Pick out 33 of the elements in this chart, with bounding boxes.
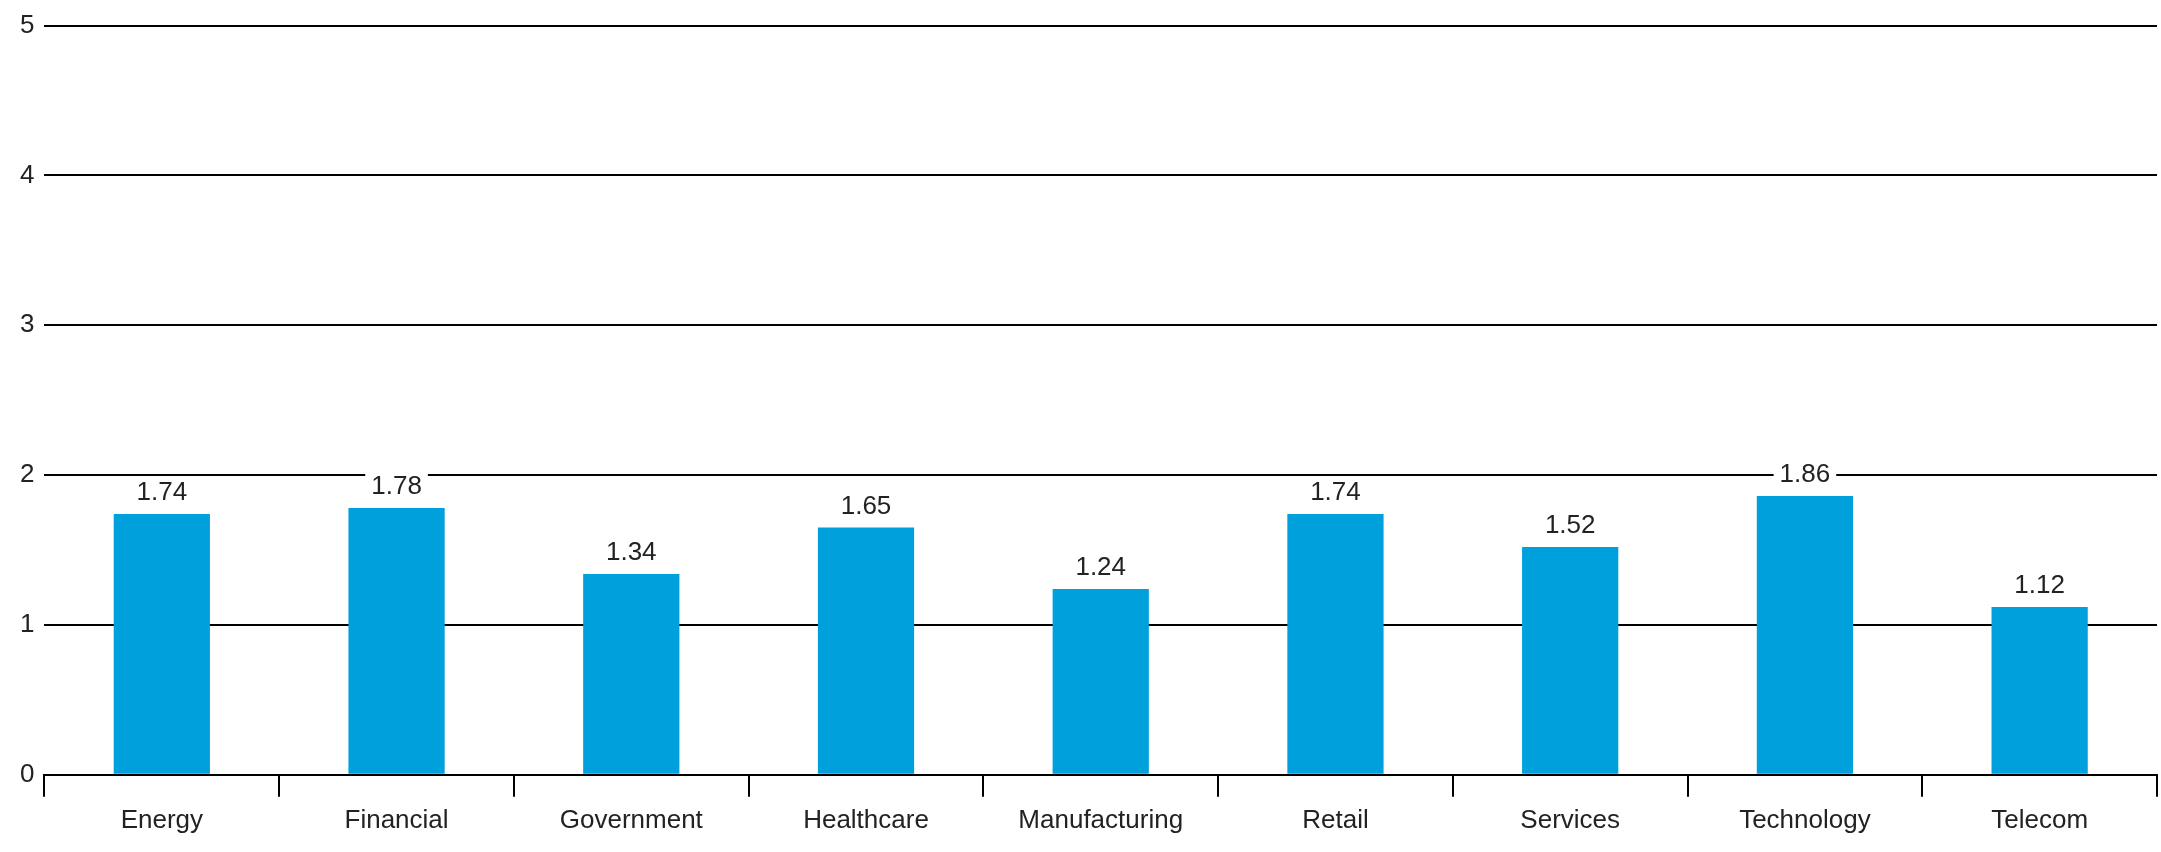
data-label: 1.74	[1310, 476, 1361, 507]
data-label: 1.52	[1544, 509, 1596, 540]
x-tick-label: Energy	[120, 803, 204, 834]
bar	[583, 574, 680, 774]
y-tick-label: 5	[19, 8, 35, 39]
data-label: 1.24	[1075, 551, 1127, 582]
data-label: 1.74	[136, 476, 188, 507]
bar	[1052, 589, 1149, 774]
y-tick-label: 3	[19, 308, 35, 339]
bar	[1287, 514, 1384, 774]
data-label: 1.78	[371, 470, 422, 501]
bar	[348, 508, 445, 774]
x-tick-label: Financial	[344, 803, 449, 834]
data-label: 1.65	[840, 489, 892, 520]
x-tick-label: Technology	[1739, 803, 1871, 834]
data-label: 1.34	[605, 536, 657, 567]
y-tick-label: 0	[19, 757, 35, 788]
x-tick-label: Retail	[1302, 803, 1369, 834]
data-label: 1.86	[1779, 458, 1831, 489]
bar	[1522, 547, 1619, 774]
bar	[1756, 496, 1854, 774]
y-tick-label: 4	[19, 158, 35, 189]
bar	[1991, 606, 2088, 774]
bar	[817, 527, 915, 774]
x-tick-label: Services	[1520, 803, 1621, 834]
x-tick-label: Manufacturing	[1018, 803, 1184, 834]
y-tick-label: 1	[19, 608, 35, 639]
y-tick-label: 2	[19, 458, 35, 489]
bar	[113, 514, 210, 774]
x-tick-label: Healthcare	[803, 803, 929, 834]
x-tick-label: Telecom	[1991, 803, 2089, 834]
x-tick-label: Government	[559, 803, 704, 834]
data-label: 1.12	[2014, 569, 2065, 600]
